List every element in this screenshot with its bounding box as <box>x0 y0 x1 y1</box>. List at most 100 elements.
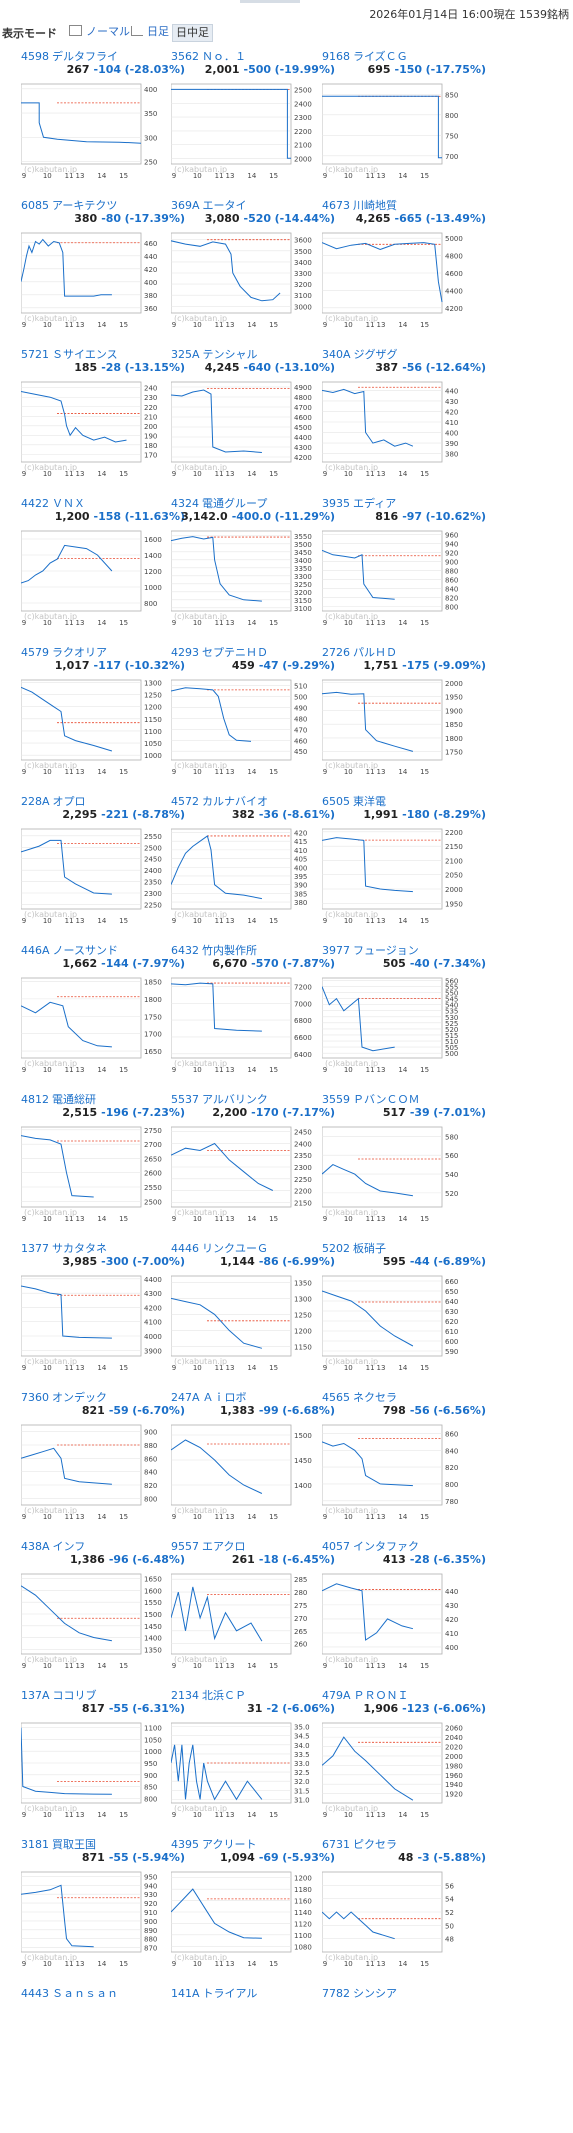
stock-name-link[interactable]: セプテニＨＤ <box>202 646 268 659</box>
stock-card[interactable]: 5537 アルバリンク 2,200 -170 (-7.17%) 2450 2400 2350… <box>150 1091 335 1239</box>
stock-card[interactable]: 4598 デルタフライ 267 -104 (-28.03%) 400 350 300 250 9… <box>0 48 185 196</box>
stock-code-link[interactable]: 3562 <box>171 50 199 63</box>
stock-code-link[interactable]: 4324 <box>171 497 199 510</box>
stock-code-link[interactable]: 479A <box>322 1689 351 1702</box>
stock-name-link[interactable]: ココリブ <box>52 1689 97 1702</box>
stock-code-link[interactable]: 3977 <box>322 944 350 957</box>
stock-code-link[interactable]: 2134 <box>171 1689 199 1702</box>
stock-code-link[interactable]: 4598 <box>21 50 49 63</box>
stock-code-link[interactable]: 369A <box>171 199 200 212</box>
stock-name-link[interactable]: 東洋電 <box>353 795 386 808</box>
stock-code-link[interactable]: 141A <box>171 1987 200 2000</box>
stock-code-link[interactable]: 4812 <box>21 1093 49 1106</box>
stock-code-link[interactable]: 228A <box>21 795 50 808</box>
stock-name-link[interactable]: ノースサンド <box>52 944 118 957</box>
stock-code-link[interactable]: 3181 <box>21 1838 49 1851</box>
stock-card[interactable]: 6432 竹内製作所 6,670 -570 (-7.87%) 7200 7000 6800 6… <box>150 942 335 1090</box>
stock-name-link[interactable]: エアクロ <box>202 1540 246 1553</box>
stock-code-link[interactable]: 3935 <box>322 497 350 510</box>
stock-code-link[interactable]: 4395 <box>171 1838 199 1851</box>
stock-name-link[interactable]: インフ <box>52 1540 86 1553</box>
stock-name-link[interactable]: Ａｉロボ <box>202 1391 247 1404</box>
stock-name-link[interactable]: 竹内製作所 <box>202 944 257 957</box>
stock-card[interactable]: 4057 インタファク 413 -28 (-6.35%) 440 430 420 410 400… <box>301 1538 486 1686</box>
stock-name-link[interactable]: 板硝子 <box>353 1242 386 1255</box>
stock-name-link[interactable]: ジグザグ <box>353 348 398 361</box>
stock-card[interactable]: 228A オプロ 2,295 -221 (-8.78%) 2550 2500 2450 240… <box>0 793 185 941</box>
stock-card[interactable]: 9168 ライズＣＧ 695 -150 (-17.75%) 850 800 750 700 9 1… <box>301 48 486 196</box>
stock-code-link[interactable]: 4572 <box>171 795 199 808</box>
stock-card[interactable]: 325A テンシャル 4,245 -640 (-13.10%) 4900 4800 4700… <box>150 346 335 494</box>
stock-name-link[interactable]: アルバリンク <box>202 1093 268 1106</box>
stock-code-link[interactable]: 6085 <box>21 199 49 212</box>
stock-card[interactable]: 4293 セプテニＨＤ 459 -47 (-9.29%) 510 500 490 480 470… <box>150 644 335 792</box>
stock-code-link[interactable]: 7360 <box>21 1391 49 1404</box>
stock-card[interactable]: 6085 アーキテクツ 380 -80 (-17.39%) 460 440 420 400 38… <box>0 197 185 345</box>
stock-card[interactable]: 2134 北浜ＣＰ 31 -2 (-6.06%) 35.0 34.5 34.0 33.5 33.… <box>150 1687 335 1835</box>
stock-code-link[interactable]: 1377 <box>21 1242 49 1255</box>
stock-name-link[interactable]: ＰバンＣＯＭ <box>353 1093 420 1106</box>
stock-card[interactable]: 4673 川崎地質 4,265 -665 (-13.49%) 5000 4800 4600 4… <box>301 197 486 345</box>
stock-code-link[interactable]: 4673 <box>322 199 350 212</box>
stock-name-link[interactable]: ラクオリア <box>52 646 107 659</box>
stock-name-link[interactable]: シンシア <box>353 1987 397 2000</box>
stock-name-link[interactable]: ライズＣＧ <box>353 50 408 63</box>
stock-code-link[interactable]: 325A <box>171 348 200 361</box>
stock-name-link[interactable]: 買取王国 <box>52 1838 96 1851</box>
stock-card[interactable]: 247A Ａｉロボ 1,383 -99 (-6.68%) 1500 1450 1400 9 10… <box>150 1389 335 1537</box>
stock-code-link[interactable]: 446A <box>21 944 50 957</box>
stock-card[interactable]: 4565 ネクセラ 798 -56 (-6.56%) 860 840 820 800 780 9 1… <box>301 1389 486 1537</box>
stock-card[interactable]: 4446 リンクユーＧ 1,144 -86 (-6.99%) 1350 1300 1250 1… <box>150 1240 335 1388</box>
stock-code-link[interactable]: 3559 <box>322 1093 350 1106</box>
stock-card[interactable]: 3977 フュージョン 505 -40 (-7.34%) 560 555 550 545 540… <box>301 942 486 1090</box>
stock-name-link[interactable]: テンシャル <box>202 348 258 361</box>
stock-card[interactable]: 446A ノースサンド 1,662 -144 (-7.97%) 1850 1800 1750… <box>0 942 185 1090</box>
stock-name-link[interactable]: 川崎地質 <box>353 199 397 212</box>
stock-code-link[interactable]: 4057 <box>322 1540 350 1553</box>
stock-name-link[interactable]: 電通グループ <box>202 497 268 510</box>
stock-code-link[interactable]: 4443 <box>21 1987 49 2000</box>
stock-code-link[interactable]: 6505 <box>322 795 350 808</box>
stock-code-link[interactable]: 4446 <box>171 1242 199 1255</box>
stock-card[interactable]: 3559 ＰバンＣＯＭ 517 -39 (-7.01%) 580 560 540 520 9 10… <box>301 1091 486 1239</box>
stock-name-link[interactable]: オンデック <box>52 1391 107 1404</box>
stock-card[interactable]: 438A インフ 1,386 -96 (-6.48%) 1650 1600 1550 1500… <box>0 1538 185 1686</box>
mode-normal-button[interactable]: ノーマル <box>66 24 133 40</box>
stock-card[interactable]: 2726 パルＨＤ 1,751 -175 (-9.09%) 2000 1950 1900 18… <box>301 644 486 792</box>
stock-card[interactable]: 1377 サカタタネ 3,985 -300 (-7.00%) 4400 4300 4200 4… <box>0 1240 185 1388</box>
mode-daily-button[interactable]: 日足 <box>128 24 172 40</box>
stock-card[interactable]: 6731 ピクセラ 48 -3 (-5.88%) 56 54 52 50 48 9 10 11 13 14… <box>301 1836 486 1984</box>
stock-name-link[interactable]: Ｎｏ．１ <box>202 50 246 63</box>
stock-name-link[interactable]: ピクセラ <box>353 1838 397 1851</box>
stock-name-link[interactable]: 北浜ＣＰ <box>202 1689 246 1702</box>
stock-card[interactable]: 4812 電通総研 2,515 -196 (-7.23%) 2750 2700 2650 26… <box>0 1091 185 1239</box>
stock-card[interactable]: 9557 エアクロ 261 -18 (-6.45%) 285 280 275 270 265 26… <box>150 1538 335 1686</box>
stock-name-link[interactable]: エータイ <box>202 199 247 212</box>
stock-code-link[interactable]: 247A <box>171 1391 200 1404</box>
stock-name-link[interactable]: Ｓサイエンス <box>52 348 118 361</box>
stock-card[interactable]: 4579 ラクオリア 1,017 -117 (-10.32%) 1300 1250 1200… <box>0 644 185 792</box>
stock-card[interactable]: 5202 板硝子 595 -44 (-6.89%) 660 650 640 630 620 610… <box>301 1240 486 1388</box>
stock-code-link[interactable]: 4579 <box>21 646 49 659</box>
stock-name-link[interactable]: インタファク <box>353 1540 419 1553</box>
stock-code-link[interactable]: 5721 <box>21 348 49 361</box>
stock-card[interactable]: 7360 オンデック 821 -59 (-6.70%) 900 880 860 840 820 8… <box>0 1389 185 1537</box>
stock-card[interactable]: 3562 Ｎｏ．１ 2,001 -500 (-19.99%) 2500 2400 2300 2… <box>150 48 335 196</box>
stock-card[interactable]: 369A エータイ 3,080 -520 (-14.44%) 3600 3500 3400 3… <box>150 197 335 345</box>
stock-name-link[interactable]: ＰＲＯＮＩ <box>353 1689 409 1702</box>
stock-card[interactable]: 3935 エディア 816 -97 (-10.62%) 960 940 920 900 880 8… <box>301 495 486 643</box>
stock-name-link[interactable]: 電通総研 <box>52 1093 96 1106</box>
stock-code-link[interactable]: 9557 <box>171 1540 199 1553</box>
stock-card[interactable]: 340A ジグザグ 387 -56 (-12.64%) 440 430 420 410 400 3… <box>301 346 486 494</box>
stock-card[interactable]: 479A ＰＲＯＮＩ 1,906 -123 (-6.06%) 2060 2040 2020 2… <box>301 1687 486 1835</box>
stock-code-link[interactable]: 6432 <box>171 944 199 957</box>
stock-card[interactable]: 5721 Ｓサイエンス 185 -28 (-13.15%) 240 230 220 210 20… <box>0 346 185 494</box>
stock-code-link[interactable]: 5537 <box>171 1093 199 1106</box>
stock-name-link[interactable]: フュージョン <box>353 944 419 957</box>
stock-name-link[interactable]: ＶＮＸ <box>52 497 85 510</box>
stock-card[interactable]: 4572 カルナバイオ 382 -36 (-8.61%) 420 415 410 405 400… <box>150 793 335 941</box>
stock-code-link[interactable]: 340A <box>322 348 351 361</box>
stock-name-link[interactable]: ネクセラ <box>353 1391 397 1404</box>
stock-name-link[interactable]: アクリート <box>202 1838 257 1851</box>
mode-intraday-button[interactable]: 日中足 <box>172 24 213 42</box>
